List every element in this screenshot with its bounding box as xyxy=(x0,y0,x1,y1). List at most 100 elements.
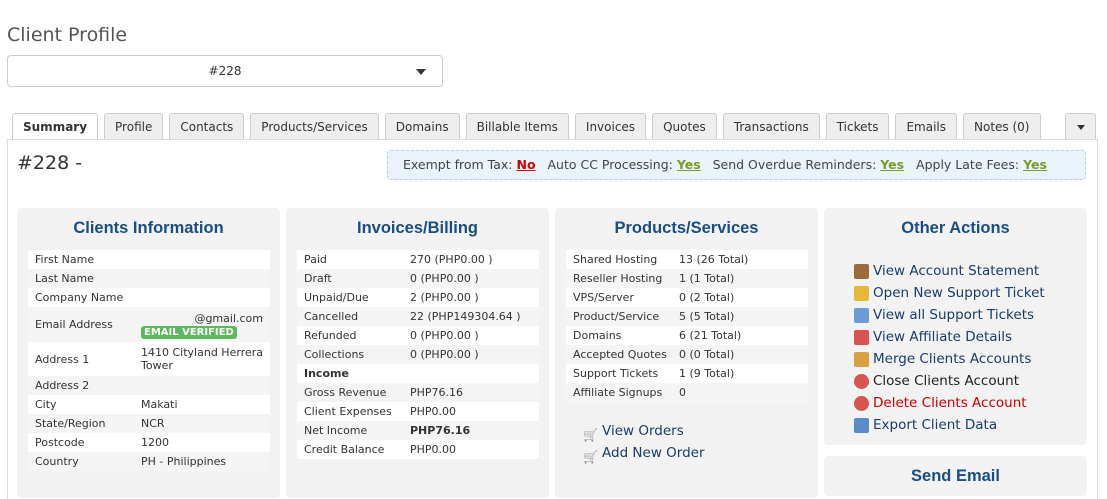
chevron-down-icon xyxy=(1077,125,1085,130)
export-client-data-link[interactable]: Export Client Data xyxy=(854,414,1045,436)
row-label: Last Name xyxy=(35,272,94,285)
tab-billable-items[interactable]: Billable Items xyxy=(465,113,569,139)
flag-label: Auto CC Processing: xyxy=(547,157,673,172)
statement-icon xyxy=(854,263,869,279)
table-row: Affiliate Signups 0 xyxy=(566,383,808,402)
row-value: 0 (PHP0.00 ) xyxy=(410,348,479,361)
row-label: Country xyxy=(35,455,79,468)
tab-summary[interactable]: Summary xyxy=(12,113,99,140)
table-row: Address 2 xyxy=(28,376,270,395)
row-label: State/Region xyxy=(35,417,106,430)
action-label: Close Clients Account xyxy=(873,373,1019,389)
box-title: Invoices/Billing xyxy=(356,219,479,237)
chevron-down-icon xyxy=(416,69,426,75)
table-row: VPS/Server 0 (2 Total) xyxy=(566,288,808,307)
table-row: Unpaid/Due 2 (PHP0.00 ) xyxy=(297,288,539,307)
table-row: Support Tickets 1 (9 Total) xyxy=(566,364,808,383)
tab-tickets[interactable]: Tickets xyxy=(825,113,890,139)
flag-toggle[interactable]: Yes xyxy=(880,157,905,172)
tab-domains[interactable]: Domains xyxy=(384,113,460,139)
client-select[interactable]: #228 xyxy=(7,55,443,87)
row-label: Paid xyxy=(304,253,327,266)
tab-profile[interactable]: Profile xyxy=(104,113,164,139)
table-row: Collections 0 (PHP0.00 ) xyxy=(297,345,539,364)
table-row: City Makati xyxy=(28,395,270,414)
table-row: Net Income PHP76.16 xyxy=(297,421,539,440)
flag-toggle[interactable]: No xyxy=(516,157,536,172)
row-label: Refunded xyxy=(304,329,357,342)
box-title: Send Email xyxy=(911,467,1000,485)
row-value: 1410 Cityland Herrera Tower xyxy=(141,346,263,372)
view-all-support-tickets-link[interactable]: View all Support Tickets xyxy=(854,304,1045,326)
table-row: First Name xyxy=(28,250,270,269)
delete-clients-account-link[interactable]: Delete Clients Account xyxy=(854,392,1045,414)
add-new-order-link[interactable]: 🛒 Add New Order xyxy=(583,442,705,464)
client-select-value: #228 xyxy=(208,64,242,78)
row-label: Reseller Hosting xyxy=(573,272,663,285)
link-label: Add New Order xyxy=(602,445,705,461)
email-verified-badge: EMAIL VERIFIED xyxy=(141,326,237,339)
tab-products-services[interactable]: Products/Services xyxy=(250,113,379,139)
action-label: View Account Statement xyxy=(873,263,1040,279)
tab-transactions[interactable]: Transactions xyxy=(722,113,820,139)
view-account-statement-link[interactable]: View Account Statement xyxy=(854,260,1045,282)
delete-account-icon xyxy=(854,395,869,411)
tab-invoices[interactable]: Invoices xyxy=(574,113,647,139)
tab-quotes[interactable]: Quotes xyxy=(652,113,717,139)
row-value: 0 (0 Total) xyxy=(679,348,735,361)
client-heading: #228 - xyxy=(17,152,83,174)
link-label: View Orders xyxy=(602,423,684,439)
table-row: Accepted Quotes 0 (0 Total) xyxy=(566,345,808,364)
action-label: Export Client Data xyxy=(873,417,998,433)
tab-bar: Summary Profile Contacts Products/Services D… xyxy=(12,113,1041,140)
open-new-support-ticket-link[interactable]: Open New Support Ticket xyxy=(854,282,1045,304)
merge-icon xyxy=(854,351,869,367)
flag-label: Exempt from Tax: xyxy=(403,157,513,172)
row-label: Cancelled xyxy=(304,310,359,323)
email-cell: @gmail.com EMAIL VERIFIED xyxy=(141,310,263,339)
tabs-more-button[interactable] xyxy=(1065,113,1096,139)
view-orders-link[interactable]: 🛒 View Orders xyxy=(583,420,705,442)
table-row: Company Name xyxy=(28,288,270,307)
table-row: Address 1 1410 Cityland Herrera Tower xyxy=(28,342,270,376)
row-value: 6 (21 Total) xyxy=(679,329,742,342)
summary-panel xyxy=(7,139,1098,499)
tab-emails[interactable]: Emails xyxy=(895,113,958,139)
table-row: Paid 270 (PHP0.00 ) xyxy=(297,250,539,269)
row-label: Gross Revenue xyxy=(304,386,387,399)
row-value: Makati xyxy=(141,398,178,411)
table-row: Gross Revenue PHP76.16 xyxy=(297,383,539,402)
action-label: Delete Clients Account xyxy=(873,395,1027,411)
invoices-billing-box: Invoices/Billing Paid 270 (PHP0.00 ) Draft 0… xyxy=(286,208,549,498)
table-row: Product/Service 5 (5 Total) xyxy=(566,307,808,326)
affiliate-icon xyxy=(854,329,869,345)
close-clients-account-link[interactable]: Close Clients Account xyxy=(854,370,1045,392)
table-row: Postcode 1200 xyxy=(28,433,270,452)
row-label: Email Address xyxy=(35,318,113,331)
row-label: Credit Balance xyxy=(304,443,385,456)
merge-clients-accounts-link[interactable]: Merge Clients Accounts xyxy=(854,348,1045,370)
row-value: PHP76.16 xyxy=(410,386,464,399)
row-label: First Name xyxy=(35,253,95,266)
row-value: 1 (1 Total) xyxy=(679,272,735,285)
box-title: Products/Services xyxy=(614,219,759,237)
flag-toggle[interactable]: Yes xyxy=(1023,157,1047,172)
tab-notes-0-[interactable]: Notes (0) xyxy=(963,113,1041,139)
flag-label: Send Overdue Reminders: xyxy=(712,157,877,172)
export-icon xyxy=(854,417,869,433)
table-row: Last Name xyxy=(28,269,270,288)
tab-contacts[interactable]: Contacts xyxy=(169,113,245,139)
row-label: Product/Service xyxy=(573,310,660,323)
table-row: Reseller Hosting 1 (1 Total) xyxy=(566,269,808,288)
action-label: Open New Support Ticket xyxy=(873,285,1045,301)
row-value: 0 xyxy=(679,386,686,399)
view-affiliate-details-link[interactable]: View Affiliate Details xyxy=(854,326,1045,348)
new-ticket-icon xyxy=(854,285,869,301)
row-value: 0 (2 Total) xyxy=(679,291,735,304)
flag-toggle[interactable]: Yes xyxy=(676,157,701,172)
row-label: Affiliate Signups xyxy=(573,386,663,399)
row-label: Company Name xyxy=(35,291,124,304)
row-value: 1 (9 Total) xyxy=(679,367,735,380)
other-actions-box: Other Actions View Account Statement Open … xyxy=(824,208,1087,445)
row-value: 22 (PHP149304.64 ) xyxy=(410,310,521,323)
